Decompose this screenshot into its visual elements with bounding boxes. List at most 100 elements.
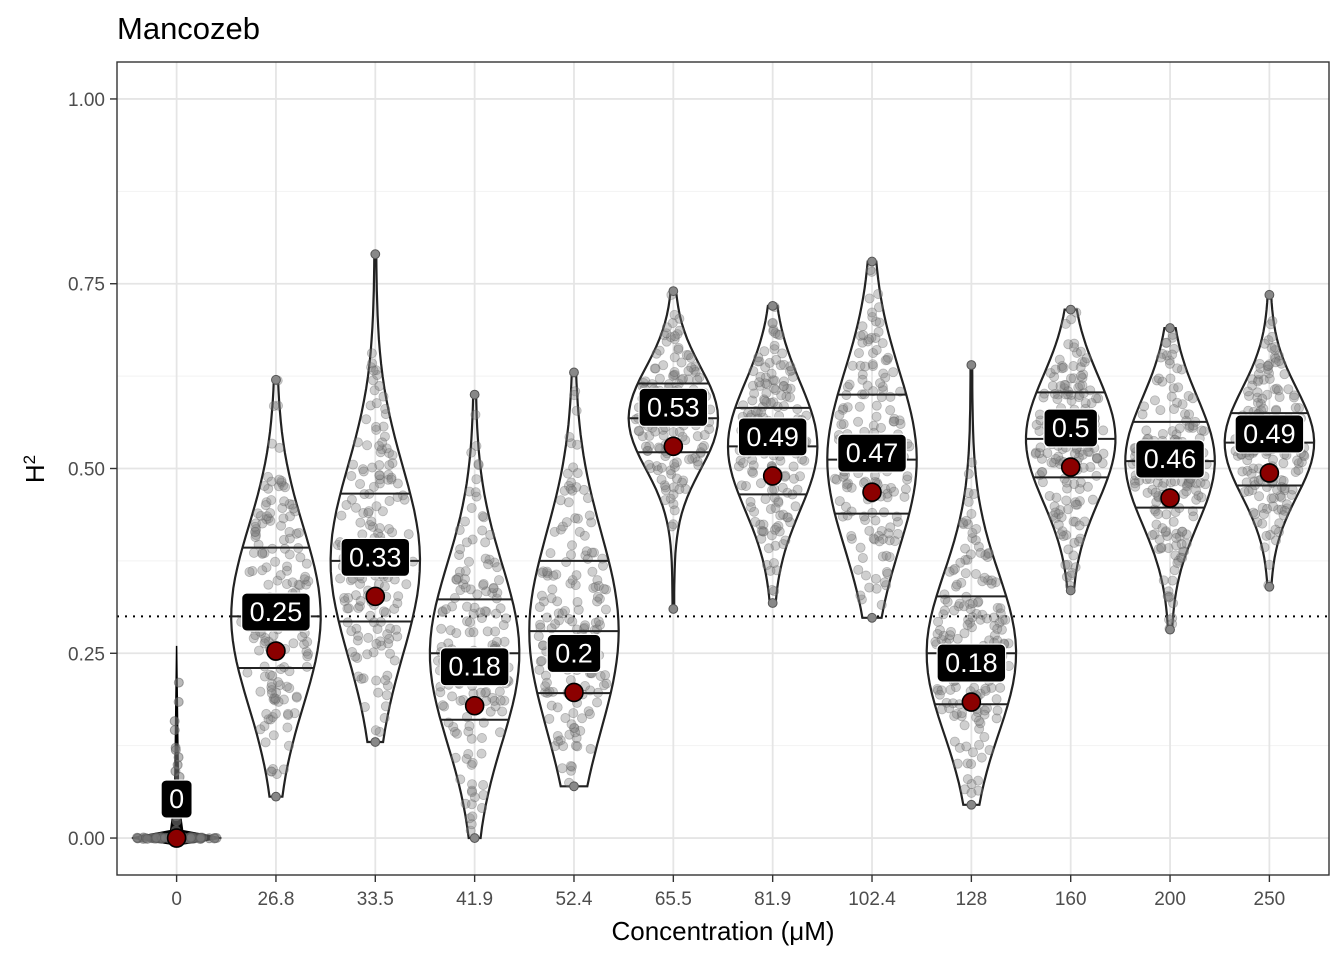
jitter-point bbox=[945, 630, 956, 641]
jitter-point bbox=[1161, 337, 1172, 348]
jitter-point bbox=[1070, 562, 1081, 573]
jitter-point bbox=[254, 645, 265, 656]
jitter-point bbox=[758, 526, 769, 537]
jitter-point bbox=[1065, 570, 1076, 581]
jitter-point bbox=[259, 671, 270, 682]
jitter-point bbox=[844, 379, 855, 390]
jitter-point bbox=[776, 390, 787, 401]
jitter-point bbox=[169, 725, 180, 736]
jitter-point bbox=[564, 432, 575, 443]
jitter-point bbox=[466, 799, 477, 810]
jitter-point bbox=[1074, 520, 1085, 531]
jitter-point bbox=[965, 604, 976, 615]
jitter-point bbox=[267, 438, 278, 449]
jitter-point bbox=[669, 369, 680, 380]
jitter-point bbox=[276, 475, 287, 486]
jitter-point bbox=[863, 334, 874, 345]
jitter-point bbox=[463, 556, 474, 567]
jitter-point bbox=[495, 603, 506, 614]
jitter-point bbox=[900, 484, 911, 495]
jitter-point bbox=[1265, 319, 1276, 330]
jitter-point bbox=[989, 630, 1000, 641]
jitter-point bbox=[1063, 386, 1074, 397]
jitter-point bbox=[473, 459, 484, 470]
jitter-point bbox=[268, 400, 279, 411]
jitter-point bbox=[445, 625, 456, 636]
jitter-point bbox=[293, 527, 304, 538]
jitter-point bbox=[748, 467, 759, 478]
jitter-point bbox=[1167, 349, 1178, 360]
jitter-point bbox=[353, 630, 364, 641]
jitter-point bbox=[537, 567, 548, 578]
jitter-point bbox=[489, 695, 500, 706]
jitter-point bbox=[494, 727, 505, 738]
jitter-point bbox=[276, 477, 287, 488]
jitter-point bbox=[771, 522, 782, 533]
jitter-point bbox=[960, 543, 971, 554]
jitter-point bbox=[864, 293, 875, 304]
jitter-point bbox=[982, 613, 993, 624]
jitter-point bbox=[1074, 536, 1085, 547]
jitter-point bbox=[1129, 478, 1140, 489]
jitter-point bbox=[1031, 419, 1042, 430]
jitter-point bbox=[1266, 342, 1277, 353]
jitter-point bbox=[359, 701, 370, 712]
jitter-point bbox=[659, 480, 670, 491]
jitter-point bbox=[343, 603, 354, 614]
jitter-point bbox=[560, 713, 571, 724]
mean-label-box bbox=[737, 417, 808, 457]
jitter-point bbox=[368, 365, 379, 376]
jitter-point bbox=[1066, 314, 1077, 325]
jitter-point bbox=[669, 352, 680, 363]
jitter-point bbox=[289, 708, 300, 719]
jitter-point bbox=[487, 587, 498, 598]
x-tick-label: 65.5 bbox=[655, 889, 692, 910]
jitter-point bbox=[658, 430, 669, 441]
jitter-point bbox=[259, 661, 270, 672]
violin-shape bbox=[1124, 327, 1216, 631]
jitter-point bbox=[857, 374, 868, 385]
jitter-point bbox=[768, 375, 779, 386]
jitter-point bbox=[437, 700, 448, 711]
jitter-point bbox=[1052, 394, 1063, 405]
jitter-point bbox=[579, 622, 590, 633]
jitter-point bbox=[476, 802, 487, 813]
jitter-point bbox=[673, 344, 684, 355]
jitter-point bbox=[971, 524, 982, 535]
jitter-point bbox=[593, 580, 604, 591]
jitter-point bbox=[979, 709, 990, 720]
jitter-point bbox=[280, 482, 291, 493]
jitter-point bbox=[301, 558, 312, 569]
jitter-point bbox=[1169, 343, 1180, 354]
jitter-point bbox=[1049, 457, 1060, 468]
jitter-point bbox=[553, 615, 564, 626]
jitter-point bbox=[271, 791, 281, 802]
jitter-point bbox=[934, 689, 945, 700]
jitter-point bbox=[274, 442, 285, 453]
jitter-point bbox=[571, 624, 582, 635]
jitter-point bbox=[759, 395, 770, 406]
jitter-point bbox=[1270, 535, 1281, 546]
jitter-point bbox=[1250, 509, 1261, 520]
jitter-point bbox=[665, 465, 676, 476]
jitter-point bbox=[778, 376, 789, 387]
jitter-point bbox=[387, 527, 398, 538]
jitter-point bbox=[460, 566, 471, 577]
jitter-point bbox=[654, 373, 665, 384]
jitter-point bbox=[274, 474, 285, 485]
jitter-point bbox=[954, 742, 965, 753]
jitter-point bbox=[374, 478, 385, 489]
jitter-point bbox=[572, 597, 583, 608]
jitter-point bbox=[1264, 368, 1275, 379]
jitter-point bbox=[273, 481, 284, 492]
jitter-point bbox=[267, 711, 278, 722]
jitter-point bbox=[780, 535, 791, 546]
jitter-point bbox=[465, 617, 476, 628]
jitter-point bbox=[973, 715, 984, 726]
jitter-point bbox=[974, 723, 985, 734]
jitter-point bbox=[975, 614, 986, 625]
jitter-point bbox=[1091, 393, 1102, 404]
mean-label-box bbox=[439, 647, 510, 687]
jitter-point bbox=[1276, 492, 1287, 503]
jitter-point bbox=[568, 708, 579, 719]
